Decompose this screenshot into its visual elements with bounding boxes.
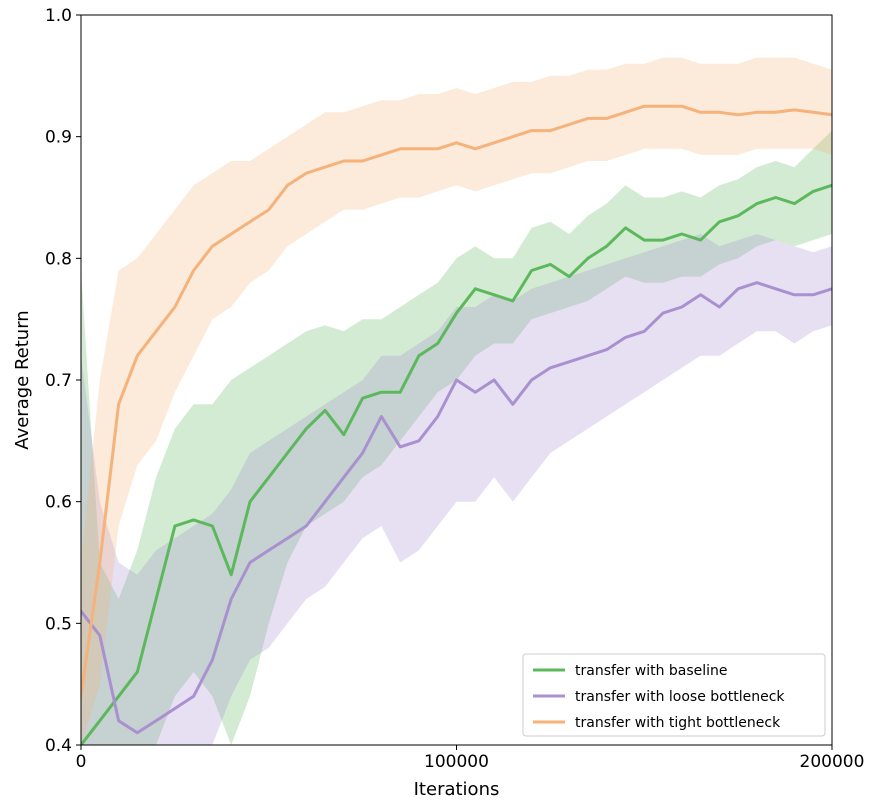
y-tick-label: 1.0 [45, 6, 72, 26]
legend-label-series-2: transfer with loose bottleneck [575, 689, 785, 705]
legend-label-series-1: transfer with baseline [575, 663, 728, 679]
y-tick-label: 0.5 [45, 614, 72, 634]
y-tick-label: 0.4 [45, 736, 72, 756]
confidence-band-series-3 [81, 57, 832, 745]
series-line-1 [81, 183, 832, 745]
x-axis-label: Iterations [414, 779, 500, 800]
series-lines [81, 104, 832, 745]
confidence-bands [81, 57, 832, 745]
axis-ticks: 0 100000 200000 0.4 0.5 0.6 0.7 0.8 0.9 1.0 [45, 6, 865, 772]
x-tick-label: 0 [76, 752, 87, 772]
series-line-3 [81, 104, 832, 698]
y-tick-label: 0.6 [45, 493, 72, 513]
confidence-band-series-2 [81, 234, 832, 745]
y-tick-label: 0.9 [45, 128, 72, 148]
legend: transfer with baseline transfer with loos… [522, 653, 826, 737]
series-line-2 [81, 281, 832, 735]
x-tick-label: 100000 [424, 752, 489, 772]
y-tick-label: 0.7 [45, 371, 72, 391]
y-axis-label: Average Return [12, 310, 33, 449]
y-tick-label: 0.8 [45, 249, 72, 269]
legend-box [522, 653, 826, 737]
x-tick-label: 200000 [800, 752, 865, 772]
legend-label-series-3: transfer with tight bottleneck [575, 715, 781, 731]
confidence-band-series-1 [81, 130, 832, 745]
legend-items: transfer with baseline transfer with loos… [533, 663, 785, 731]
